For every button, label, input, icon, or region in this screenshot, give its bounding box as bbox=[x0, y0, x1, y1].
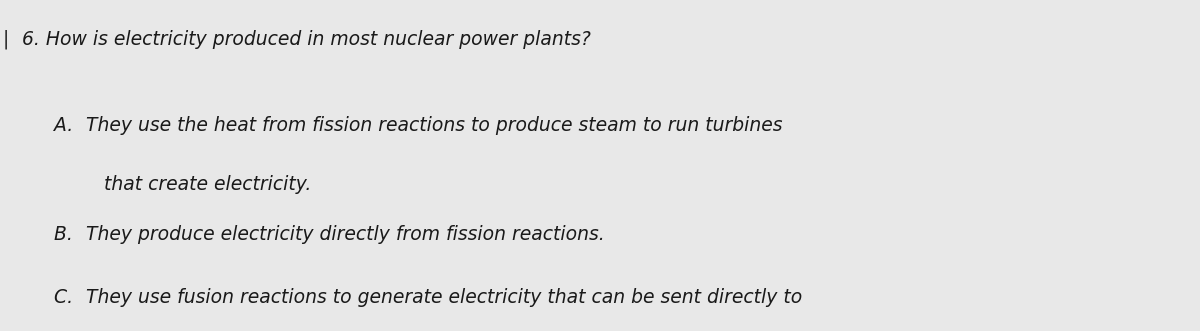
Text: C.: C. bbox=[54, 288, 79, 307]
Text: They produce electricity directly from fission reactions.: They produce electricity directly from f… bbox=[86, 225, 605, 244]
Text: B.: B. bbox=[54, 225, 79, 244]
Text: |: | bbox=[2, 30, 8, 49]
Text: They use fusion reactions to generate electricity that can be sent directly to: They use fusion reactions to generate el… bbox=[86, 288, 803, 307]
Text: A.: A. bbox=[54, 116, 79, 135]
Text: that create electricity.: that create electricity. bbox=[104, 175, 312, 194]
Text: 6. How is electricity produced in most nuclear power plants?: 6. How is electricity produced in most n… bbox=[22, 30, 590, 49]
Text: They use the heat from fission reactions to produce steam to run turbines: They use the heat from fission reactions… bbox=[86, 116, 782, 135]
